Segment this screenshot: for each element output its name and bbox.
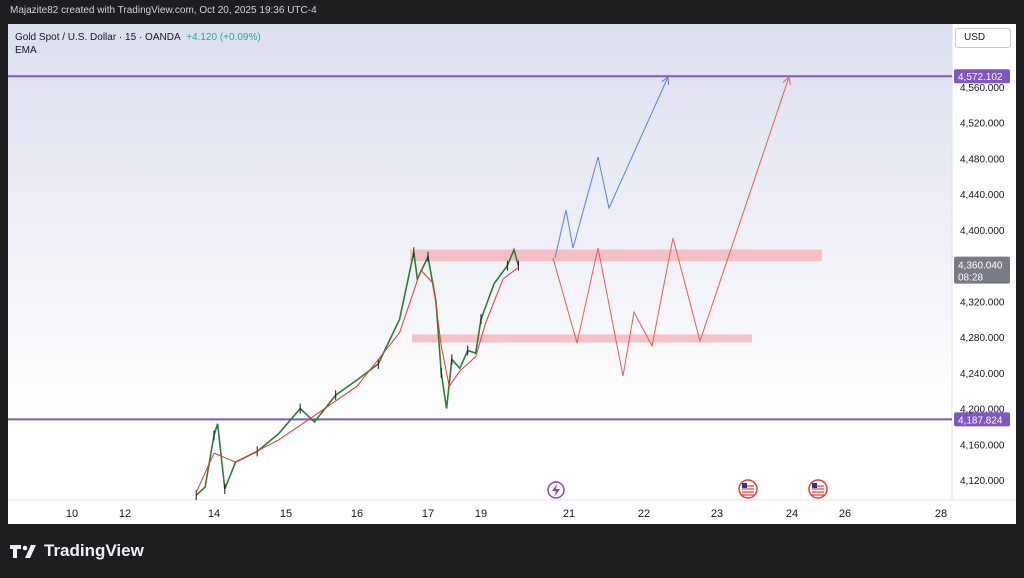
level-price-badge[interactable] (954, 69, 1010, 84)
price-tick-label: 4,120.000 (960, 476, 1005, 487)
price-tick-label: 4,440.000 (960, 190, 1005, 201)
time-tick-label: 12 (119, 508, 131, 520)
chart-attribution: Majazite82 created with TradingView.com,… (10, 5, 317, 16)
time-tick-label: 26 (839, 508, 851, 520)
indicator-label[interactable]: EMA (15, 45, 37, 56)
current-price-label: 4,360.040 (958, 261, 1003, 272)
chart-legend: Gold Spot / U.S. Dollar · 15 · OANDA +4.… (15, 31, 261, 57)
current-price-badge[interactable] (954, 256, 1010, 284)
time-tick-label: 23 (711, 508, 723, 520)
price-tick-label: 4,280.000 (960, 333, 1005, 344)
projection-arrowhead-bearish (782, 76, 791, 85)
tradingview-logo: TradingView (10, 541, 144, 561)
symbol-label: Gold Spot / U.S. Dollar · 15 · OANDA (15, 32, 181, 43)
flag-canton (812, 483, 817, 488)
lightning-bolt-icon (552, 484, 560, 497)
price-tick-label: 4,320.000 (960, 297, 1005, 308)
time-tick-label: 10 (66, 508, 78, 520)
shaded-range-background (8, 24, 952, 420)
price-tick-label: 4,520.000 (960, 119, 1005, 130)
price-tick-label: 4,200.000 (960, 405, 1005, 416)
price-tick-label: 4,160.000 (960, 440, 1005, 451)
level-price-label: 4,187.824 (958, 415, 1003, 426)
ema-line (195, 267, 519, 493)
time-tick-label: 28 (935, 508, 947, 520)
brand-name: TradingView (44, 541, 144, 560)
currency-button[interactable]: USD (955, 28, 1011, 48)
time-tick-label: 17 (422, 508, 434, 520)
time-tick-label: 22 (638, 508, 650, 520)
time-tick-label: 19 (475, 508, 487, 520)
zone-support[interactable] (412, 334, 752, 343)
time-tick-label: 16 (351, 508, 363, 520)
projection-arrowhead-bullish (661, 76, 670, 86)
price-tick-label: 4,240.000 (960, 369, 1005, 380)
time-tick-label: 21 (563, 508, 575, 520)
zone-resistance[interactable] (410, 249, 822, 262)
time-tick-label: 15 (280, 508, 292, 520)
tradingview-logo-icon (10, 545, 36, 558)
projection-path-bearish[interactable] (552, 76, 790, 377)
price-tick-label: 4,400.000 (960, 226, 1005, 237)
price-change: +4.120 (+0.09%) (186, 32, 261, 43)
flag-canton (742, 483, 747, 488)
time-tick-label: 24 (786, 508, 798, 520)
level-price-badge[interactable] (954, 412, 1010, 427)
bar-countdown-label: 08:28 (958, 273, 983, 284)
price-tick-label: 4,560.000 (960, 83, 1005, 94)
projection-path-bullish[interactable] (554, 76, 669, 259)
price-tick-label: 4,480.000 (960, 154, 1005, 165)
time-tick-label: 14 (208, 508, 220, 520)
level-price-label: 4,572.102 (958, 72, 1003, 83)
